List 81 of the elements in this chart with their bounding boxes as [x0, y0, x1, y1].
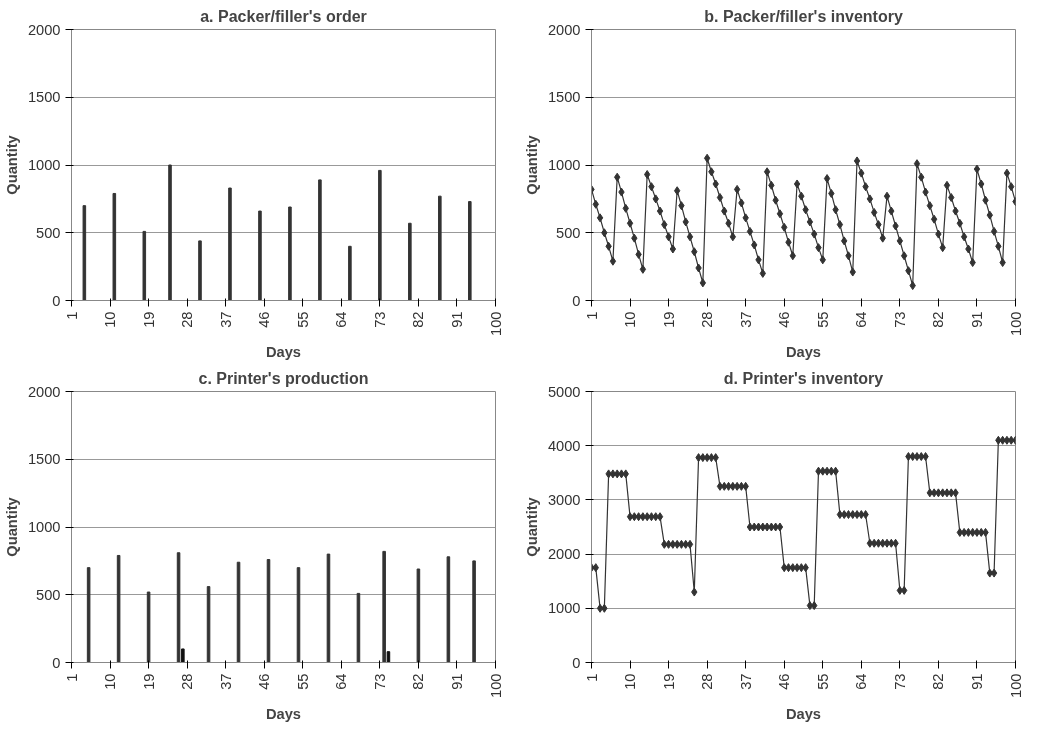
y-tick-label: 5000: [547, 383, 581, 400]
x-tick-label: 55: [814, 311, 831, 328]
x-tick-label: 73: [371, 673, 388, 690]
x-tick-label: 10: [102, 673, 119, 690]
y-tick-label: 1000: [27, 519, 61, 535]
x-tick-label: 64: [853, 311, 870, 328]
y-axis-title: Quantity: [3, 496, 20, 557]
x-tick-label: 100: [1007, 311, 1024, 336]
x-axis-title: Days: [265, 705, 302, 722]
x-tick-label: 37: [217, 311, 234, 328]
x-tick-label: 91: [448, 311, 465, 328]
y-tick-label: 500: [556, 224, 581, 241]
chart-title: b. Packer/filler's inventory: [704, 7, 903, 25]
x-tick-label: 19: [140, 673, 157, 690]
x-tick-label: 91: [968, 673, 985, 690]
x-tick-label: 46: [256, 673, 273, 690]
y-axis-title: Quantity: [3, 134, 20, 195]
x-axis-title: Days: [785, 343, 822, 360]
y-tick-label: 0: [572, 654, 581, 671]
y-axis-title: Quantity: [523, 134, 540, 195]
x-tick-label: 28: [699, 673, 716, 690]
x-tick-label: 82: [930, 673, 947, 690]
x-tick-label: 73: [891, 673, 908, 690]
x-tick-label: 82: [930, 311, 947, 328]
x-tick-label: 100: [487, 311, 504, 336]
y-tick-label: 1000: [547, 157, 581, 173]
y-tick-label: 2000: [27, 383, 61, 400]
y-tick-label: 2000: [27, 21, 61, 38]
x-tick-label: 19: [660, 311, 677, 328]
x-tick-label: 82: [410, 673, 427, 690]
y-tick-label: 0: [572, 292, 581, 309]
chart-title: c. Printer's production: [198, 369, 369, 387]
y-tick-label: 1500: [27, 89, 61, 106]
x-tick-label: 28: [179, 673, 196, 690]
x-tick-label: 91: [968, 311, 985, 328]
x-axis-title: Days: [785, 705, 822, 722]
x-tick-label: 73: [891, 311, 908, 328]
x-tick-label: 100: [487, 673, 504, 698]
x-tick-label: 37: [217, 673, 234, 690]
y-tick-label: 1500: [27, 451, 61, 468]
x-tick-label: 73: [371, 311, 388, 328]
x-tick-label: 37: [737, 311, 754, 328]
x-axis-title: Days: [265, 343, 302, 360]
x-tick-label: 100: [1007, 673, 1024, 698]
y-tick-label: 0: [52, 654, 61, 671]
x-tick-label: 1: [63, 673, 80, 682]
x-tick-label: 1: [63, 311, 80, 320]
x-tick-label: 46: [776, 673, 793, 690]
x-tick-label: 10: [622, 311, 639, 328]
x-tick-label: 64: [333, 311, 350, 328]
x-tick-label: 10: [102, 311, 119, 328]
x-tick-label: 55: [294, 673, 311, 690]
x-tick-label: 19: [660, 673, 677, 690]
x-tick-label: 55: [814, 673, 831, 690]
x-tick-label: 10: [622, 673, 639, 690]
x-tick-label: 1: [583, 311, 600, 320]
chart-title: a. Packer/filler's order: [200, 7, 367, 25]
y-tick-label: 4000: [547, 437, 581, 454]
y-tick-label: 1500: [547, 89, 581, 106]
x-tick-label: 55: [294, 311, 311, 328]
x-tick-label: 91: [448, 673, 465, 690]
chart-title: d. Printer's inventory: [723, 369, 884, 387]
y-tick-label: 500: [36, 224, 61, 241]
x-tick-label: 64: [333, 673, 350, 690]
y-tick-label: 1000: [27, 157, 61, 173]
x-tick-label: 46: [776, 311, 793, 328]
x-tick-label: 1: [583, 673, 600, 682]
x-tick-label: 82: [410, 311, 427, 328]
x-tick-label: 46: [256, 311, 273, 328]
x-tick-label: 19: [140, 311, 157, 328]
x-tick-label: 28: [179, 311, 196, 328]
y-tick-label: 3000: [547, 491, 581, 508]
y-tick-label: 0: [52, 292, 61, 309]
y-tick-label: 1000: [547, 600, 581, 617]
y-axis-title: Quantity: [523, 496, 540, 557]
x-tick-label: 28: [699, 311, 716, 328]
y-tick-label: 2000: [547, 21, 581, 38]
y-tick-label: 2000: [547, 546, 581, 563]
y-tick-label: 500: [36, 586, 61, 603]
x-tick-label: 64: [853, 673, 870, 690]
x-tick-label: 37: [737, 673, 754, 690]
